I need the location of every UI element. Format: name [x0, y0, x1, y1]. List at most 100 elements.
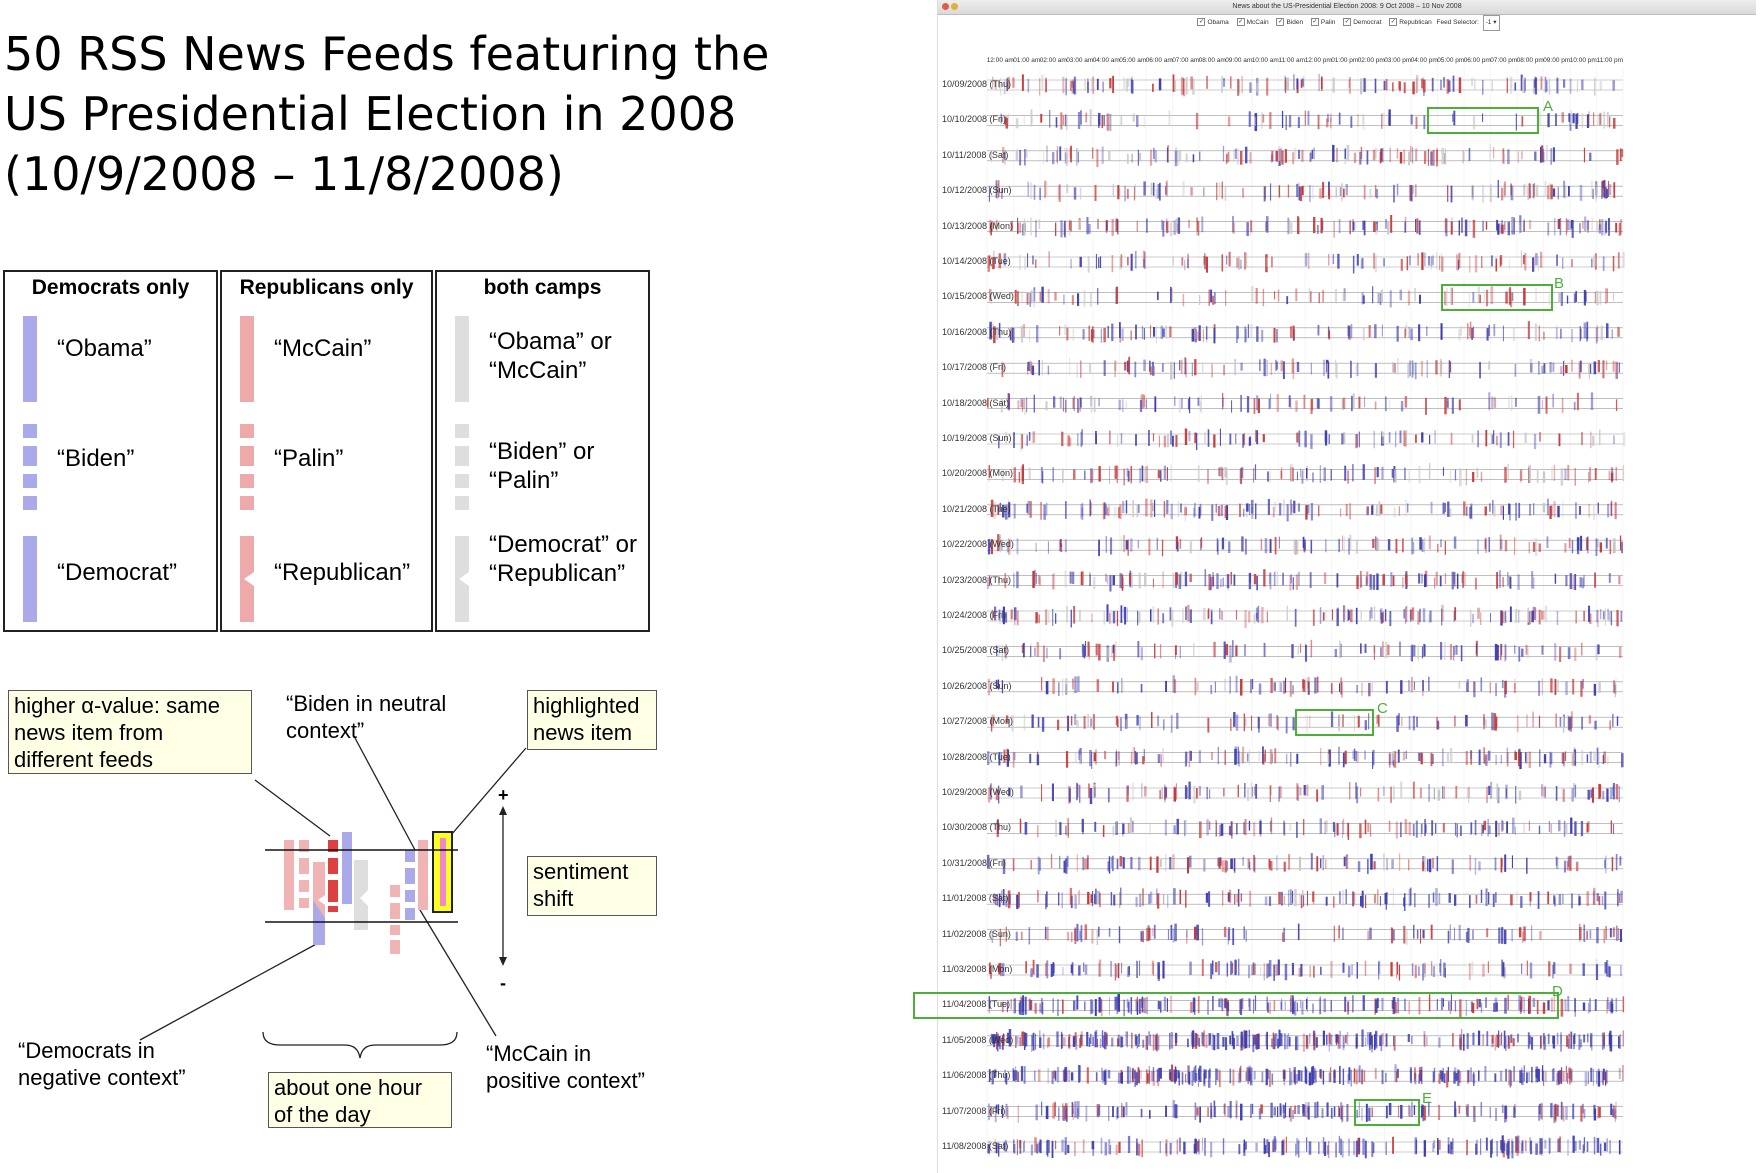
news-item-mark [1240, 1103, 1243, 1121]
news-item-mark [1071, 716, 1073, 726]
news-item-mark [1591, 1033, 1593, 1051]
news-item-mark [1355, 434, 1358, 449]
news-item-mark [1621, 541, 1623, 554]
news-item-mark [1342, 397, 1346, 410]
close-icon[interactable] [942, 3, 949, 10]
news-item-mark [1023, 324, 1025, 337]
news-item-mark [1503, 1030, 1506, 1049]
news-item-mark [1250, 220, 1253, 233]
news-item-mark [1604, 962, 1607, 974]
news-item-mark [1037, 717, 1040, 728]
news-item-mark [1001, 752, 1003, 761]
checkbox-obama[interactable]: ✓ Obama [1197, 18, 1229, 27]
news-item-mark [1123, 999, 1125, 1017]
news-item-mark [994, 1069, 997, 1078]
news-item-mark [1221, 467, 1224, 481]
news-item-mark [1612, 80, 1615, 91]
news-item-mark [1118, 751, 1120, 766]
news-item-mark [1162, 328, 1165, 337]
news-item-mark [1329, 1034, 1333, 1046]
news-item-mark [1560, 292, 1563, 306]
news-item-mark [1486, 1031, 1489, 1046]
news-item-mark [1020, 465, 1022, 482]
news-item-mark [1086, 858, 1089, 870]
checkbox-republican[interactable]: ✓ Republican [1389, 18, 1432, 27]
news-item-mark [1170, 464, 1172, 483]
news-item-mark [1465, 469, 1468, 486]
news-item-mark [1489, 144, 1491, 162]
news-item-mark [1307, 110, 1310, 125]
news-item-mark [1199, 151, 1201, 161]
news-item-mark [1547, 1033, 1550, 1044]
news-item-mark [1621, 149, 1624, 158]
chevron-bar-icon [455, 536, 469, 622]
news-item-mark [1219, 997, 1222, 1008]
news-item-mark [1528, 183, 1531, 199]
news-item-mark [1203, 1068, 1206, 1087]
news-item-mark [1064, 399, 1067, 413]
checkbox-mccain[interactable]: ✓ McCain [1236, 18, 1269, 27]
news-item-mark [1238, 958, 1240, 976]
news-item-mark [1089, 499, 1091, 517]
news-item-mark [1285, 716, 1288, 734]
news-item-mark [1496, 645, 1499, 661]
news-item-mark [1157, 715, 1160, 727]
news-item-mark [1374, 998, 1376, 1015]
news-item-mark [1250, 782, 1253, 799]
news-item-mark [1407, 363, 1410, 379]
minimize-icon[interactable] [951, 3, 958, 10]
news-item-mark [1596, 927, 1599, 944]
news-item-mark [1442, 786, 1444, 799]
news-item-mark [1283, 895, 1285, 904]
news-item-mark [1081, 429, 1083, 446]
news-item-mark [1540, 1103, 1543, 1120]
news-item-mark [1463, 501, 1466, 516]
hour-label: 06:00 pm [1463, 57, 1491, 64]
news-item-mark [1078, 890, 1080, 905]
news-item-mark [1500, 505, 1503, 515]
news-item-mark [1263, 569, 1266, 587]
news-item-mark [1062, 999, 1064, 1014]
news-item-mark [1613, 680, 1615, 693]
news-item-mark [995, 1142, 998, 1154]
news-item-mark [1327, 1145, 1329, 1155]
news-item-mark [1112, 75, 1114, 94]
news-item-mark [1347, 470, 1349, 484]
news-item-mark [1410, 328, 1413, 341]
news-item-mark [1452, 113, 1454, 122]
news-item-mark [1597, 360, 1600, 373]
news-item-mark [1003, 151, 1006, 160]
news-item-mark [1296, 471, 1298, 481]
news-item-mark [1136, 1138, 1138, 1156]
feed-selector-dropdown[interactable]: -1 ▾ [1482, 15, 1500, 31]
checkbox-palin[interactable]: ✓ Palin [1310, 18, 1336, 27]
news-item-mark [1013, 752, 1016, 761]
news-item-mark [1412, 781, 1415, 799]
news-item-mark [1426, 149, 1428, 162]
news-item-mark [1234, 748, 1237, 765]
news-item-mark [1324, 821, 1326, 835]
news-item-mark [1253, 999, 1255, 1014]
news-item-mark [1375, 505, 1378, 516]
news-item-mark [1141, 1139, 1143, 1158]
checkbox-biden[interactable]: ✓ Biden [1276, 18, 1304, 27]
checkbox-democrat[interactable]: ✓ Democrat [1343, 18, 1382, 27]
news-item-mark [1483, 290, 1485, 302]
news-item-mark [1303, 679, 1306, 692]
news-item-mark [1447, 1137, 1450, 1152]
news-item-mark [1615, 361, 1618, 379]
news-item-mark [1593, 683, 1597, 696]
news-item-mark [1208, 1070, 1211, 1088]
news-item-mark [1148, 894, 1151, 905]
news-item-mark [1541, 400, 1543, 410]
news-item-mark [1021, 399, 1023, 412]
news-item-mark [1076, 1107, 1079, 1120]
news-item-mark [1411, 963, 1414, 976]
news-item-mark [1093, 714, 1095, 730]
news-item-mark [1005, 431, 1007, 445]
news-item-mark [1470, 505, 1472, 518]
news-item-mark [1571, 220, 1574, 238]
hour-label: 11:00 pm [1596, 57, 1624, 64]
news-item-mark [1602, 1068, 1605, 1081]
news-item-mark [1622, 251, 1625, 268]
